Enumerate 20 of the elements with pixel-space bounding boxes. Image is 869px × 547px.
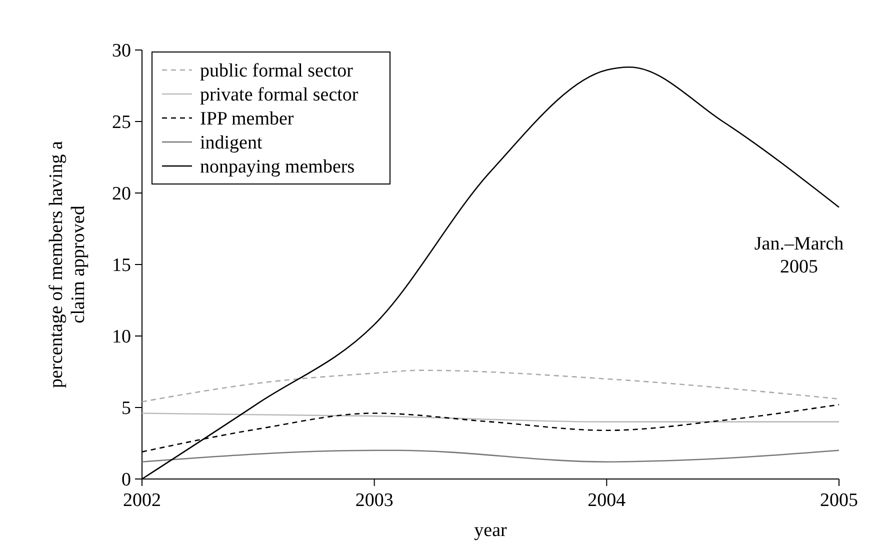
x-tick-label: 2003 xyxy=(355,490,394,511)
y-tick-label: 0 xyxy=(122,470,131,491)
legend-label: nonpaying members xyxy=(200,156,355,178)
y-tick-label: 30 xyxy=(112,40,131,62)
y-tick-label: 15 xyxy=(112,255,131,276)
y-tick-label: 25 xyxy=(112,112,131,134)
y-tick-label: 5 xyxy=(122,398,131,420)
annotation: Jan.–March 2005 xyxy=(754,233,844,278)
y-tick-label: 10 xyxy=(112,326,131,348)
x-axis-title: year xyxy=(474,520,508,541)
y-tick-label: 20 xyxy=(112,184,131,205)
y-axis-title: percentage of members having a claim approved xyxy=(46,140,89,388)
line-series xyxy=(141,370,840,402)
x-tick-label: 2002 xyxy=(123,490,161,511)
legend-label: private formal sector xyxy=(200,84,359,106)
legend-label: indigent xyxy=(200,132,263,154)
legend-label: public formal sector xyxy=(200,60,354,82)
legend-label: IPP member xyxy=(200,108,294,130)
x-tick-label: 2004 xyxy=(588,490,626,511)
x-tick-label: 2005 xyxy=(820,490,858,511)
